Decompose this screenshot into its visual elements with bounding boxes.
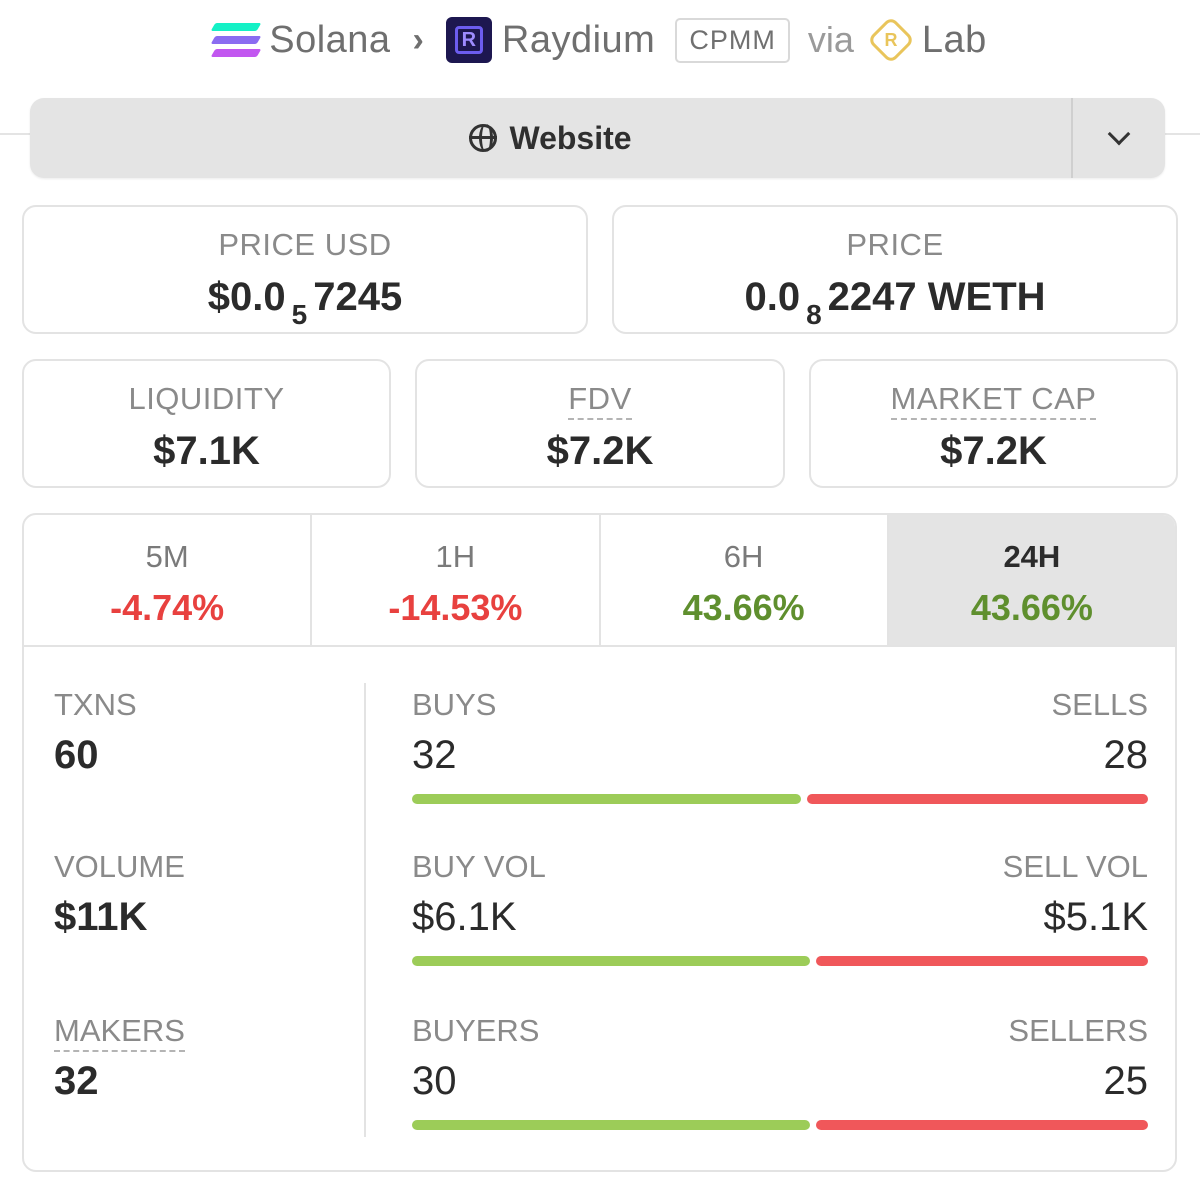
chain-link[interactable]: Solana bbox=[269, 18, 391, 61]
price-native-card: PRICE 0.0 8 2247 WETH bbox=[612, 205, 1178, 334]
price-usd-label: PRICE USD bbox=[218, 227, 392, 262]
sells-bar bbox=[807, 794, 1148, 804]
buys-bar bbox=[412, 794, 802, 804]
price-native-label: PRICE bbox=[846, 227, 944, 262]
buys-sells-bar bbox=[412, 794, 1148, 804]
dex-link[interactable]: Raydium bbox=[501, 18, 656, 61]
tab-24h[interactable]: 24H 43.66% bbox=[888, 515, 1175, 645]
links-dropdown-button[interactable] bbox=[1071, 98, 1165, 178]
stats-panel: 5M -4.74% 1H -14.53% 6H 43.66% 24H 43.66… bbox=[22, 513, 1177, 1172]
sells-label: SELLS bbox=[1051, 687, 1148, 722]
market-cap-value: $7.2K bbox=[940, 429, 1047, 473]
chevron-down-icon bbox=[1107, 122, 1131, 146]
price-usd-value: $0.0 5 7245 bbox=[207, 275, 403, 330]
sellers-bar bbox=[815, 1120, 1148, 1130]
pool-type-badge: CPMM bbox=[675, 17, 790, 63]
buys-label: BUYS bbox=[412, 687, 497, 722]
lab-logo-icon: R bbox=[866, 15, 915, 65]
timeframe-tabs: 5M -4.74% 1H -14.53% 6H 43.66% 24H 43.66… bbox=[24, 515, 1175, 647]
buy-vol-value: $6.1K bbox=[412, 895, 517, 939]
price-usd-card: PRICE USD $0.0 5 7245 bbox=[22, 205, 588, 334]
buy-vol-label: BUY VOL bbox=[412, 849, 546, 884]
liquidity-card: LIQUIDITY $7.1K bbox=[22, 359, 391, 488]
buys-sells-row: BUYS SELLS 32 28 bbox=[412, 687, 1148, 804]
volume-row: BUY VOL SELL VOL $6.1K $5.1K bbox=[412, 849, 1148, 966]
change-24h: 43.66% bbox=[970, 587, 1093, 628]
sellers-value: 25 bbox=[1103, 1059, 1149, 1103]
change-5m: -4.74% bbox=[110, 587, 225, 628]
liquidity-label: LIQUIDITY bbox=[128, 381, 285, 416]
volume-stat: VOLUME $11K bbox=[54, 849, 185, 939]
buyers-value: 30 bbox=[412, 1059, 457, 1103]
sellers-label: SELLERS bbox=[1008, 1013, 1148, 1048]
website-button-group: Website bbox=[30, 98, 1165, 178]
volume-bar bbox=[412, 956, 1148, 966]
txns-stat: TXNS 60 bbox=[54, 687, 137, 777]
divider bbox=[364, 683, 366, 1137]
via-label: via bbox=[807, 19, 854, 60]
makers-bar bbox=[412, 1120, 1148, 1130]
launchpad-link[interactable]: Lab bbox=[921, 18, 987, 61]
globe-icon bbox=[469, 124, 498, 152]
buy-vol-bar bbox=[412, 956, 810, 966]
makers-row: BUYERS SELLERS 30 25 bbox=[412, 1013, 1148, 1130]
txns-value: 60 bbox=[54, 733, 99, 777]
tab-6h[interactable]: 6H 43.66% bbox=[601, 515, 889, 645]
raydium-logo-icon: R bbox=[445, 17, 492, 63]
makers-stat: MAKERS 32 bbox=[54, 1013, 185, 1104]
fdv-value: $7.2K bbox=[546, 429, 654, 473]
market-cap-label[interactable]: MARKET CAP bbox=[890, 381, 1097, 420]
solana-logo-icon bbox=[210, 23, 262, 57]
chevron-right-icon: › bbox=[412, 20, 424, 59]
website-button[interactable]: Website bbox=[30, 98, 1071, 178]
sell-vol-label: SELL VOL bbox=[1002, 849, 1148, 884]
change-1h: -14.53% bbox=[388, 587, 523, 628]
tab-5m[interactable]: 5M -4.74% bbox=[24, 515, 313, 645]
fdv-card[interactable]: FDV $7.2K bbox=[415, 359, 785, 488]
volume-value: $11K bbox=[54, 895, 148, 939]
breadcrumb: Solana › R Raydium CPMM via R Lab bbox=[0, 12, 1200, 68]
change-6h: 43.66% bbox=[682, 587, 805, 628]
liquidity-value: $7.1K bbox=[153, 429, 260, 473]
buys-value: 32 bbox=[412, 733, 457, 777]
makers-label[interactable]: MAKERS bbox=[54, 1013, 185, 1052]
buyers-bar bbox=[412, 1120, 810, 1130]
price-native-value: 0.0 8 2247 WETH bbox=[744, 275, 1046, 330]
stats-body: TXNS 60 VOLUME $11K MAKERS 32 BUYS SELLS … bbox=[24, 647, 1175, 1170]
sell-vol-value: $5.1K bbox=[1043, 895, 1148, 939]
website-label: Website bbox=[509, 119, 632, 156]
market-cap-card[interactable]: MARKET CAP $7.2K bbox=[809, 359, 1178, 488]
makers-value: 32 bbox=[54, 1059, 99, 1103]
sell-vol-bar bbox=[815, 956, 1148, 966]
tab-1h[interactable]: 1H -14.53% bbox=[312, 515, 601, 645]
fdv-label[interactable]: FDV bbox=[568, 381, 632, 420]
buyers-label: BUYERS bbox=[412, 1013, 540, 1048]
sells-value: 28 bbox=[1103, 733, 1149, 777]
